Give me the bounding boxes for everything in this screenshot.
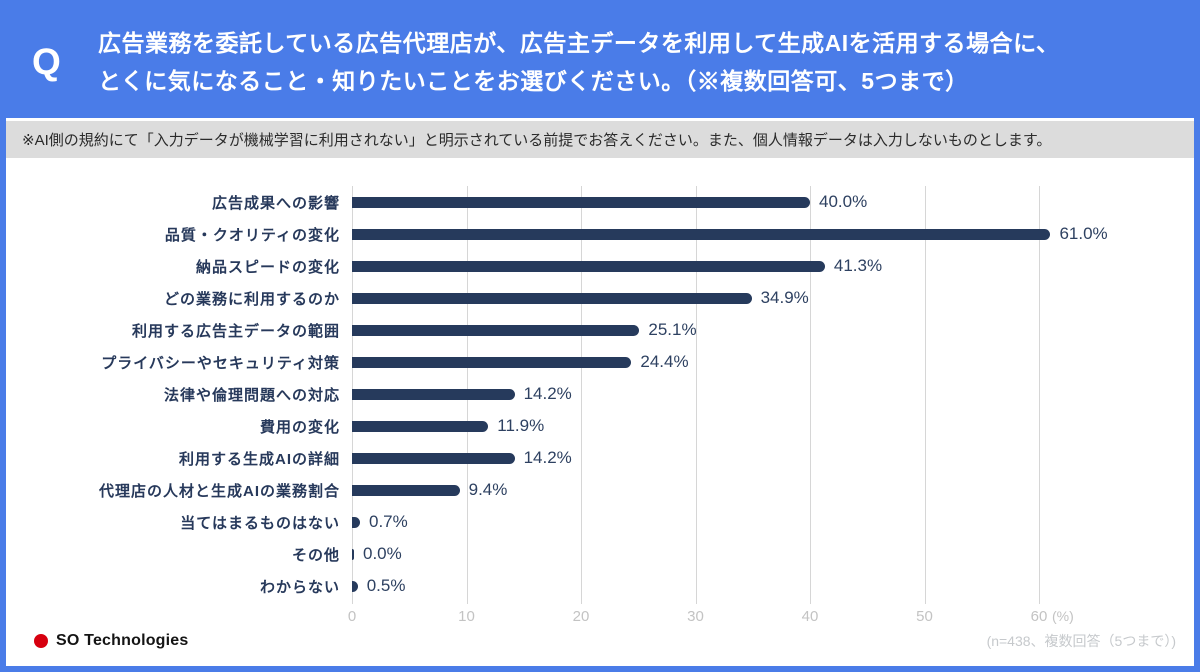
bar bbox=[352, 452, 515, 464]
chart-row: 費用の変化 11.9% bbox=[6, 410, 1194, 442]
chart-row: 利用する生成AIの詳細 14.2% bbox=[6, 442, 1194, 474]
category-label: わからない bbox=[259, 578, 340, 596]
chart-row: 代理店の人材と生成AIの業務割合 9.4% bbox=[6, 474, 1194, 506]
chart-rows: 広告成果への影響 40.0% 品質・クオリティの変化 61.0% 納品スピードの変化 41… bbox=[6, 186, 1194, 602]
chart-row: プライバシーやセキュリティ対策 24.4% bbox=[6, 346, 1194, 378]
category-label: その他 bbox=[291, 546, 340, 564]
chart-row: 品質・クオリティの変化 61.0% bbox=[6, 218, 1194, 250]
category-label: 代理店の人材と生成AIの業務割合 bbox=[98, 482, 340, 500]
value-label: 14.2% bbox=[523, 448, 572, 467]
axis-tick-label: 40 bbox=[801, 608, 819, 625]
bar bbox=[352, 548, 354, 560]
value-label: 41.3% bbox=[833, 256, 883, 275]
gridline bbox=[924, 186, 926, 604]
axis-unit-label: (%) bbox=[1052, 608, 1074, 624]
value-label: 25.1% bbox=[648, 320, 697, 339]
gridline bbox=[695, 186, 697, 604]
chart-row: 利用する広告主データの範囲 25.1% bbox=[6, 314, 1194, 346]
axis-tick-label: 20 bbox=[572, 608, 590, 625]
question-title-line1: 広告業務を委託している広告代理店が、広告主データを利用して生成AIを活用する場合… bbox=[98, 30, 1060, 56]
value-label: 0.0% bbox=[363, 544, 402, 563]
bar bbox=[352, 516, 360, 528]
value-label: 0.5% bbox=[366, 576, 406, 595]
value-label: 24.4% bbox=[640, 352, 689, 371]
category-label: 当てはまるものはない bbox=[180, 514, 340, 532]
axis-tick-label: 60 bbox=[1030, 608, 1048, 625]
company-logo: SO Technologies bbox=[34, 632, 189, 650]
axis-tick-label: 30 bbox=[687, 608, 704, 625]
axis-tick-label: 10 bbox=[458, 608, 475, 625]
x-axis: 0 10 20 30 40 50 60 (%) bbox=[6, 608, 1194, 628]
value-label: 11.9% bbox=[497, 416, 545, 435]
category-label: 品質・クオリティの変化 bbox=[164, 226, 340, 244]
bar bbox=[352, 420, 489, 432]
question-mark-icon: Q bbox=[32, 41, 61, 82]
bar-chart: 広告成果への影響 40.0% 品質・クオリティの変化 61.0% 納品スピードの変化 41… bbox=[6, 158, 1194, 626]
question-header: Q 広告業務を委託している広告代理店が、広告主データを利用して生成AIを活用する… bbox=[6, 6, 1194, 118]
gridline bbox=[810, 186, 811, 604]
chart-row: 広告成果への影響 40.0% bbox=[6, 186, 1194, 218]
bar bbox=[352, 388, 515, 400]
axis-tick-label: 0 bbox=[347, 608, 357, 625]
question-title: 広告業務を委託している広告代理店が、広告主データを利用して生成AIを活用する場合… bbox=[76, 24, 1079, 100]
chart-row: 法律や倫理問題への対応 14.2% bbox=[6, 378, 1194, 410]
chart-row: 当てはまるものはない 0.7% bbox=[6, 506, 1194, 538]
chart-row: どの業務に利用するのか 34.9% bbox=[6, 282, 1194, 314]
bar bbox=[352, 228, 1051, 240]
axis-tick-label: 50 bbox=[916, 608, 933, 625]
chart-row: 納品スピードの変化 41.3% bbox=[6, 250, 1194, 282]
chart-row: その他 0.0% bbox=[6, 538, 1194, 570]
category-label: 費用の変化 bbox=[259, 418, 340, 436]
value-label: 34.9% bbox=[760, 288, 809, 307]
sample-size-note: (n=438、複数回答（5つまで）) bbox=[986, 633, 1176, 649]
category-label: 利用する生成AIの詳細 bbox=[178, 450, 340, 468]
value-label: 61.0% bbox=[1059, 224, 1108, 243]
category-label: 法律や倫理問題への対応 bbox=[163, 386, 340, 404]
gridline bbox=[581, 186, 582, 604]
bar bbox=[352, 580, 358, 592]
bar bbox=[352, 292, 752, 304]
bar bbox=[352, 260, 825, 272]
logo-text: SO Technologies bbox=[56, 632, 189, 649]
bar bbox=[352, 484, 460, 496]
category-label: 広告成果への影響 bbox=[211, 194, 340, 212]
bar bbox=[352, 196, 810, 208]
footer: SO Technologies (n=438、複数回答（5つまで）) bbox=[6, 626, 1194, 666]
disclaimer-bar: ※AI側の規約にて「入力データが機械学習に利用されない」と明示されている前提でお… bbox=[6, 121, 1194, 158]
chart-row: わからない 0.5% bbox=[6, 570, 1194, 602]
category-label: プライバシーやセキュリティ対策 bbox=[101, 354, 340, 372]
value-label: 0.7% bbox=[369, 512, 408, 531]
header-divider bbox=[6, 118, 1194, 121]
logo-dot-icon bbox=[34, 634, 48, 648]
gridline bbox=[1039, 186, 1040, 604]
value-label: 14.2% bbox=[523, 384, 572, 403]
category-label: 納品スピードの変化 bbox=[195, 258, 340, 276]
bar bbox=[352, 356, 632, 368]
question-title-line2: とくに気になること・知りたいことをお選びください。（※複数回答可、5つまで） bbox=[98, 68, 969, 94]
value-label: 40.0% bbox=[819, 192, 868, 211]
value-label: 9.4% bbox=[468, 480, 508, 499]
bar bbox=[352, 324, 640, 336]
category-label: どの業務に利用するのか bbox=[163, 290, 340, 308]
disclaimer-text: ※AI側の規約にて「入力データが機械学習に利用されない」と明示されている前提でお… bbox=[22, 132, 1052, 149]
category-label: 利用する広告主データの範囲 bbox=[131, 322, 340, 340]
